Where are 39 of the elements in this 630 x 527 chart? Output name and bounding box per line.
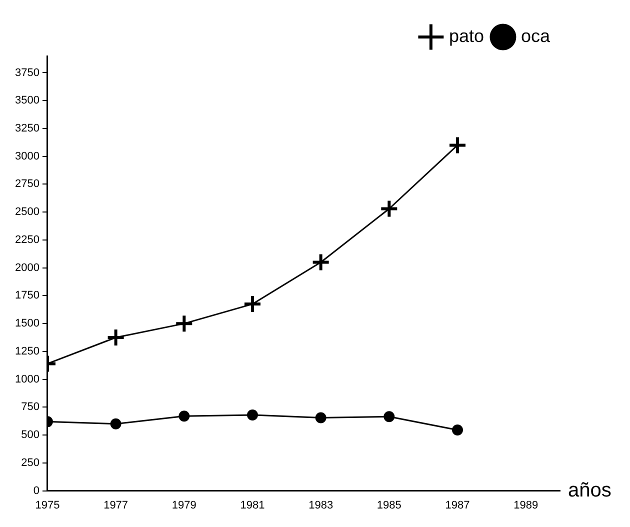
- legend-label: oca: [520, 26, 551, 46]
- point: [384, 411, 395, 422]
- point: [315, 412, 326, 424]
- x-tick-label: 1977: [104, 499, 128, 512]
- x-tick-label: 1989: [514, 499, 538, 512]
- point: [448, 136, 467, 155]
- point: [242, 294, 262, 314]
- x-tick-label: 1983: [308, 499, 334, 512]
- x-tick-label: 1985: [376, 499, 402, 512]
- y-tick-label: 3500: [14, 94, 40, 107]
- y-tick-label: 750: [21, 401, 40, 414]
- y-tick-label: 500: [21, 429, 40, 442]
- point: [452, 424, 463, 436]
- legend-label: pato: [448, 26, 484, 46]
- point: [178, 410, 190, 422]
- y-tick-label: 2500: [14, 206, 40, 218]
- point: [174, 314, 194, 334]
- x-tick-label: 1981: [240, 499, 265, 512]
- x-tick-label: 1979: [172, 499, 196, 512]
- y-tick-label: 1000: [14, 373, 40, 386]
- x-tick-label: 1987: [445, 499, 470, 512]
- point: [380, 199, 399, 218]
- x-tick-label: 1975: [35, 499, 60, 512]
- y-tick-label: 3250: [14, 122, 40, 134]
- point: [110, 418, 122, 430]
- y-tick-label: 2750: [14, 178, 40, 190]
- y-tick-label: 3750: [14, 66, 40, 79]
- y-tick-label: 3000: [14, 150, 40, 162]
- y-tick-label: 250: [21, 456, 40, 469]
- y-tick-label: 2250: [14, 234, 40, 246]
- point: [311, 252, 330, 272]
- y-tick-label: 2000: [14, 262, 40, 274]
- point: [246, 409, 258, 420]
- y-tick-label: 1500: [14, 318, 40, 330]
- point: [106, 328, 126, 348]
- y-tick-label: 0: [33, 484, 40, 497]
- y-tick-label: 1750: [14, 290, 40, 302]
- y-tick-label: 1250: [14, 345, 40, 358]
- x-axis-title: años: [568, 479, 612, 502]
